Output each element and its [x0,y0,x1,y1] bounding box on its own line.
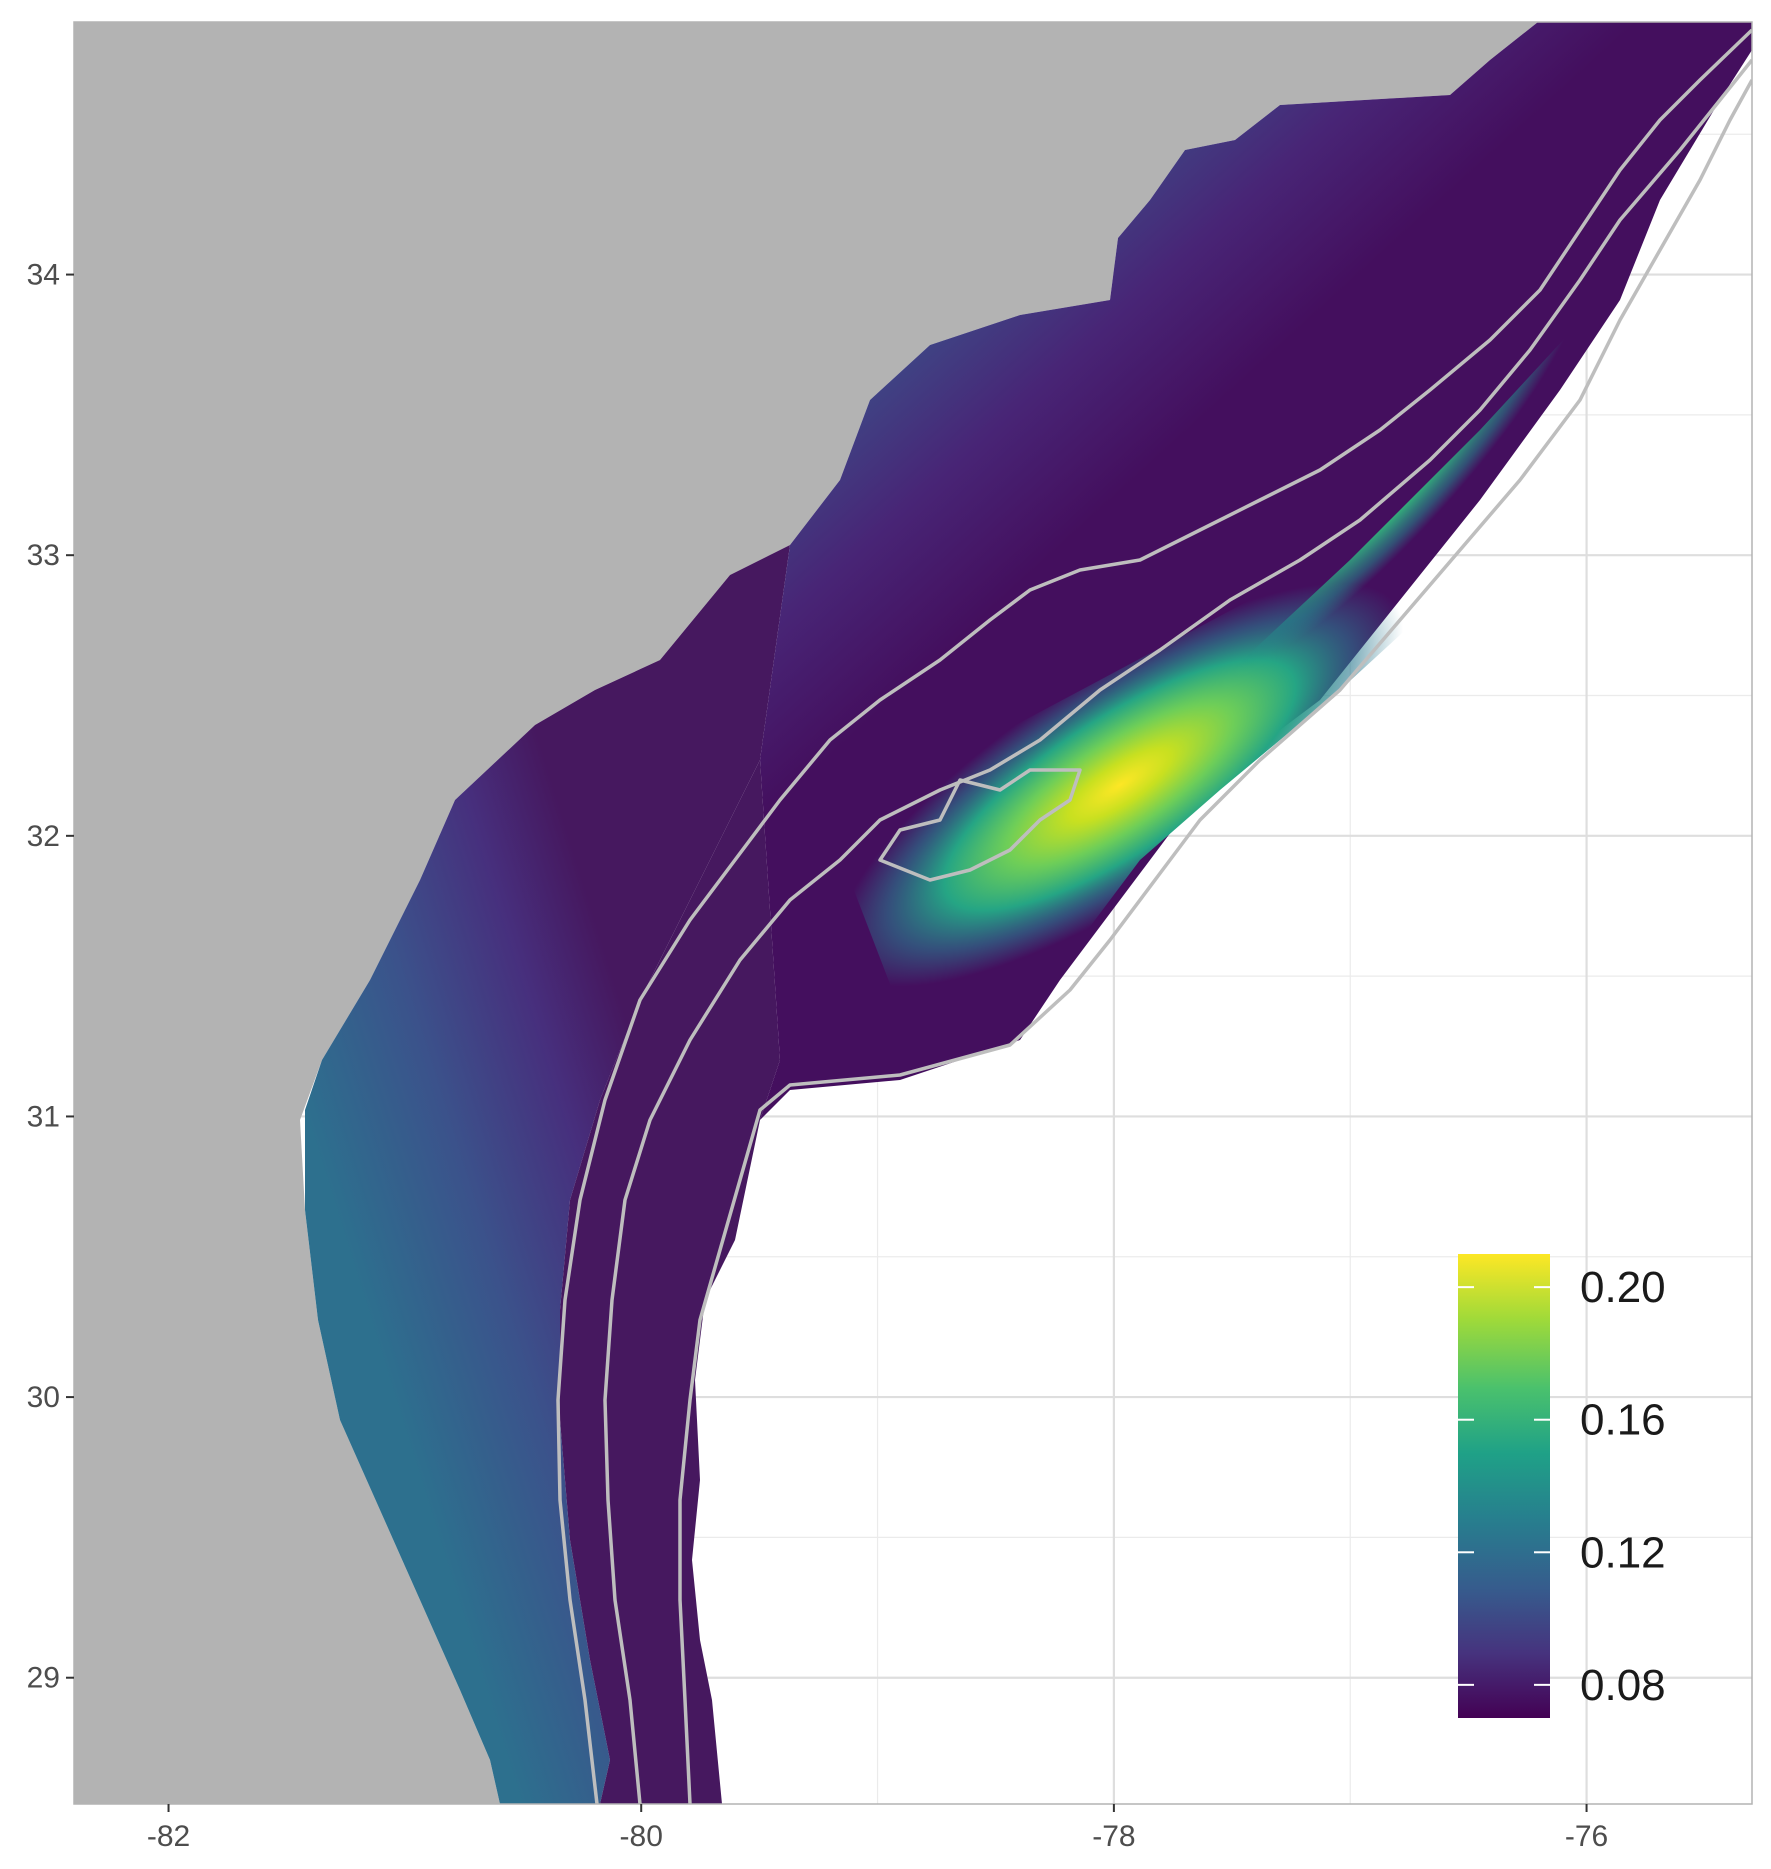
x-tick-label: -76 [1565,1820,1608,1853]
contour-island [878,768,1082,882]
legend-tick-label: 0.12 [1580,1528,1666,1577]
probability-hotspot-secondary [1200,300,1650,780]
colorbar-legend: 0.08 0.12 0.16 0.20 [1458,1254,1666,1718]
contour-shallow [556,28,1752,1804]
x-tick-label: -80 [620,1820,663,1853]
contour-deep [678,79,1752,1804]
legend-tick-label: 0.20 [1580,1263,1666,1312]
colorbar [1458,1254,1550,1718]
x-tick-label: -78 [1092,1820,1135,1853]
depth-contours [556,28,1752,1804]
contour-mid [603,58,1752,1804]
probability-field-slope-south [560,760,780,1804]
y-tick-label: 32 [27,820,60,853]
legend-tick-label: 0.16 [1580,1396,1666,1445]
y-tick-label: 29 [27,1662,60,1695]
x-tick-label: -82 [147,1820,190,1853]
probability-field-shelf [305,545,790,1804]
y-tick-label: 33 [27,539,60,572]
y-tick-label: 34 [27,259,60,292]
legend-tick-label: 0.08 [1580,1661,1666,1710]
x-axis: -82 -80 -78 -76 [147,1804,1608,1853]
y-axis: 29 30 31 32 33 34 [27,259,74,1695]
land-mass [74,22,1538,1804]
y-tick-label: 31 [27,1100,60,1133]
plot-border [73,21,1753,1805]
y-tick-label: 30 [27,1381,60,1414]
